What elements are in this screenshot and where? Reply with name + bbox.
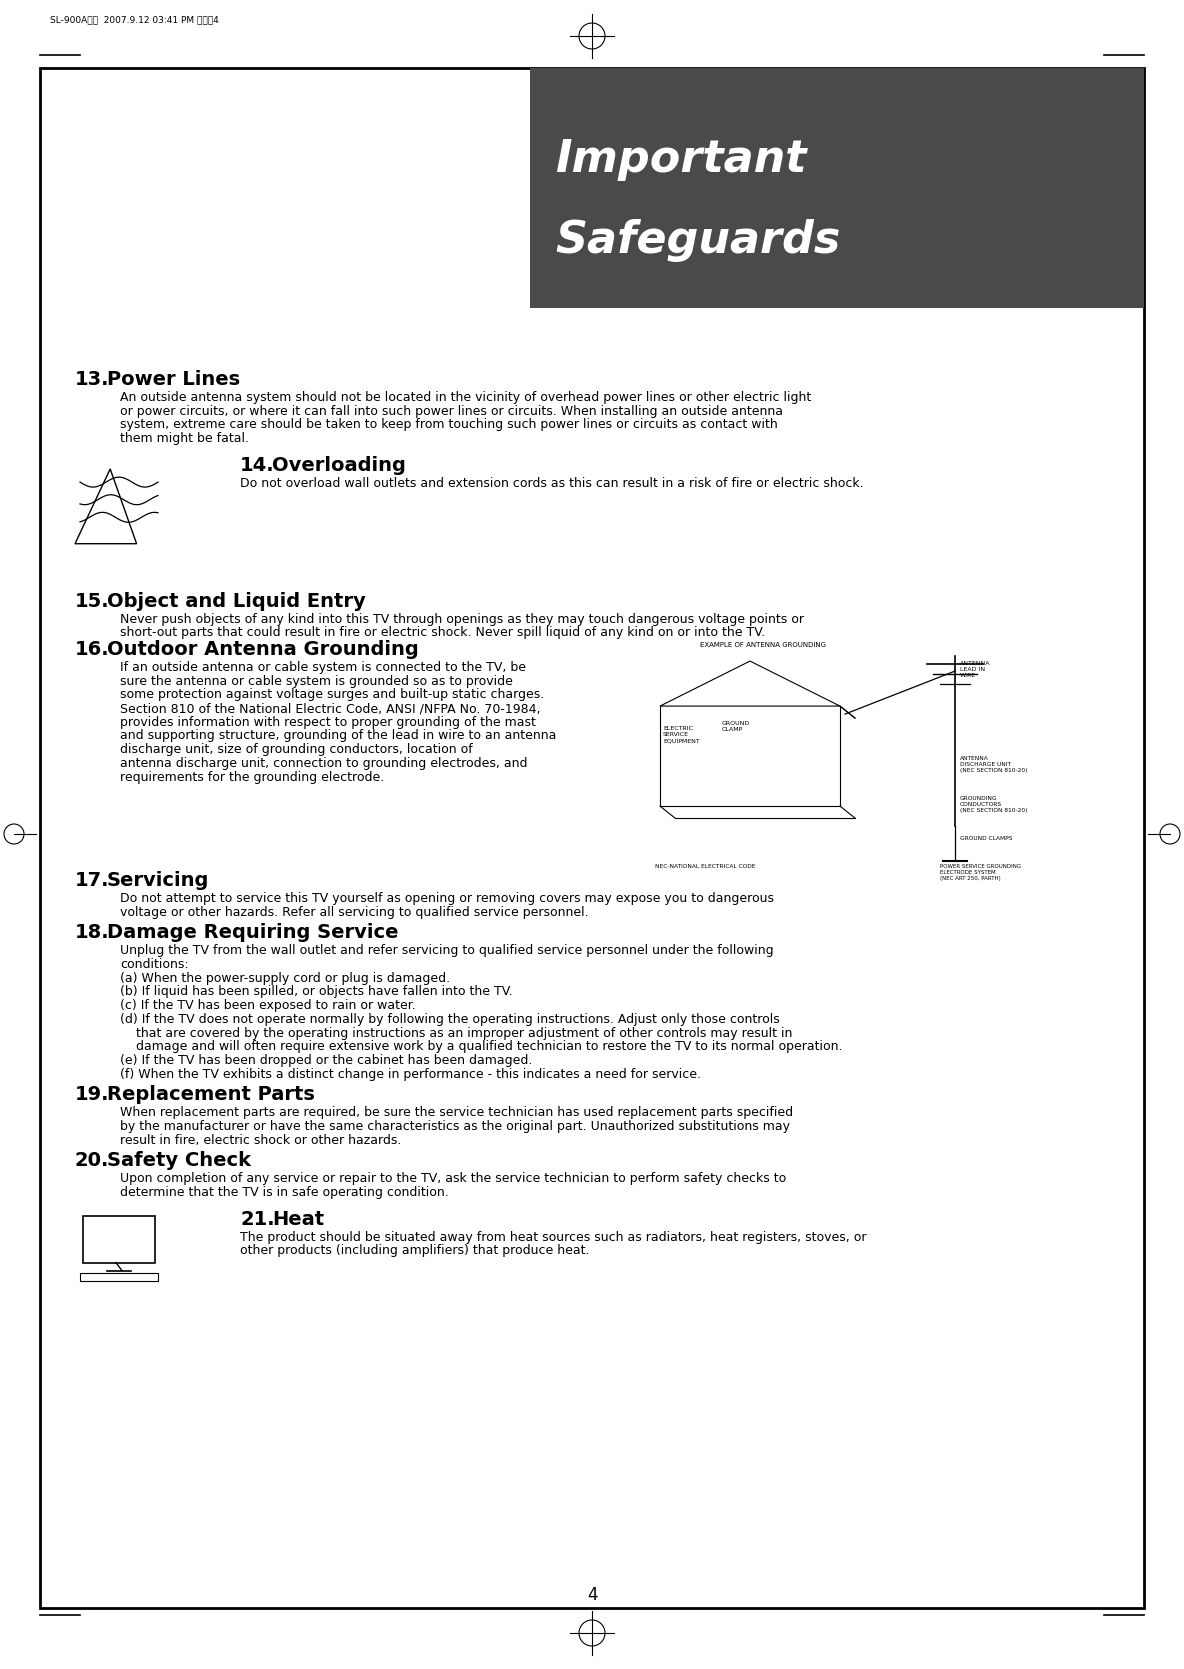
Text: Heat: Heat: [272, 1210, 324, 1228]
Text: them might be fatal.: them might be fatal.: [120, 432, 249, 446]
Text: 17.: 17.: [75, 871, 109, 890]
Text: ELECTRIC
SERVICE
EQUIPMENT: ELECTRIC SERVICE EQUIPMENT: [663, 726, 700, 743]
Text: ANTENNA
LEAD IN
WIRE: ANTENNA LEAD IN WIRE: [960, 661, 991, 679]
Text: EXAMPLE OF ANTENNA GROUNDING: EXAMPLE OF ANTENNA GROUNDING: [700, 643, 826, 648]
Text: voltage or other hazards. Refer all servicing to qualified service personnel.: voltage or other hazards. Refer all serv…: [120, 906, 588, 918]
Text: If an outside antenna or cable system is connected to the TV, be: If an outside antenna or cable system is…: [120, 661, 526, 674]
Bar: [81, 1273, 157, 1280]
Text: short-out parts that could result in fire or electric shock. Never spill liquid : short-out parts that could result in fir…: [120, 626, 765, 639]
Text: antenna discharge unit, connection to grounding electrodes, and: antenna discharge unit, connection to gr…: [120, 756, 528, 769]
Text: 20.: 20.: [75, 1152, 109, 1170]
Text: ANTENNA
DISCHARGE UNIT
(NEC SECTION 810-20): ANTENNA DISCHARGE UNIT (NEC SECTION 810-…: [960, 756, 1028, 773]
Text: Safeguards: Safeguards: [555, 219, 841, 262]
Text: system, extreme care should be taken to keep from touching such power lines or c: system, extreme care should be taken to …: [120, 419, 778, 431]
Text: NEC-NATIONAL ELECTRICAL CODE: NEC-NATIONAL ELECTRICAL CODE: [655, 865, 755, 870]
Text: GROUNDING
CONDUCTORS
(NEC SECTION 810-20): GROUNDING CONDUCTORS (NEC SECTION 810-20…: [960, 796, 1028, 813]
Text: result in fire, electric shock or other hazards.: result in fire, electric shock or other …: [120, 1133, 401, 1147]
Text: Outdoor Antenna Grounding: Outdoor Antenna Grounding: [107, 641, 419, 659]
Text: provides information with respect to proper grounding of the mast: provides information with respect to pro…: [120, 716, 536, 729]
Text: Do not attempt to service this TV yourself as opening or removing covers may exp: Do not attempt to service this TV yourse…: [120, 891, 774, 905]
Text: 13.: 13.: [75, 371, 109, 389]
Text: sure the antenna or cable system is grounded so as to provide: sure the antenna or cable system is grou…: [120, 674, 513, 688]
Text: Important: Important: [555, 139, 806, 180]
Text: Overloading: Overloading: [272, 456, 406, 474]
Text: Never push objects of any kind into this TV through openings as they may touch d: Never push objects of any kind into this…: [120, 613, 804, 626]
Text: 16.: 16.: [75, 641, 110, 659]
Text: 4: 4: [587, 1586, 597, 1604]
Bar: [530, 68, 1144, 309]
Text: An outside antenna system should not be located in the vicinity of overhead powe: An outside antenna system should not be …: [120, 391, 811, 404]
Text: (e) If the TV has been dropped or the cabinet has been damaged.: (e) If the TV has been dropped or the ca…: [120, 1053, 533, 1066]
Text: damage and will often require extensive work by a qualified technician to restor: damage and will often require extensive …: [120, 1040, 843, 1053]
Text: or power circuits, or where it can fall into such power lines or circuits. When : or power circuits, or where it can fall …: [120, 404, 783, 417]
Text: GROUND CLAMPS: GROUND CLAMPS: [960, 836, 1012, 841]
Text: Safety Check: Safety Check: [107, 1152, 251, 1170]
Text: by the manufacturer or have the same characteristics as the original part. Unaut: by the manufacturer or have the same cha…: [120, 1120, 790, 1133]
Text: POWER SERVICE GROUNDING
ELECTRODE SYSTEM
(NEC ART 250, PARTH): POWER SERVICE GROUNDING ELECTRODE SYSTEM…: [940, 865, 1021, 881]
Text: some protection against voltage surges and built-up static charges.: some protection against voltage surges a…: [120, 688, 545, 701]
Text: Do not overload wall outlets and extension cords as this can result in a risk of: Do not overload wall outlets and extensi…: [240, 477, 863, 489]
Text: Upon completion of any service or repair to the TV, ask the service technician t: Upon completion of any service or repair…: [120, 1172, 786, 1185]
Bar: [83, 1215, 155, 1263]
Text: (d) If the TV does not operate normally by following the operating instructions.: (d) If the TV does not operate normally …: [120, 1013, 780, 1026]
Text: When replacement parts are required, be sure the service technician has used rep: When replacement parts are required, be …: [120, 1107, 793, 1120]
Text: and supporting structure, grounding of the lead in wire to an antenna: and supporting structure, grounding of t…: [120, 729, 556, 743]
Text: requirements for the grounding electrode.: requirements for the grounding electrode…: [120, 771, 385, 783]
Text: 18.: 18.: [75, 923, 110, 943]
Text: Servicing: Servicing: [107, 871, 210, 890]
Text: 14.: 14.: [240, 456, 275, 474]
Text: (b) If liquid has been spilled, or objects have fallen into the TV.: (b) If liquid has been spilled, or objec…: [120, 985, 513, 998]
Text: conditions:: conditions:: [120, 958, 188, 971]
Text: Replacement Parts: Replacement Parts: [107, 1085, 315, 1105]
Text: Object and Liquid Entry: Object and Liquid Entry: [107, 592, 366, 611]
Text: SL-900A영어  2007.9.12 03:41 PM 페이지4: SL-900A영어 2007.9.12 03:41 PM 페이지4: [50, 15, 219, 23]
Text: Unplug the TV from the wall outlet and refer servicing to qualified service pers: Unplug the TV from the wall outlet and r…: [120, 945, 773, 958]
Text: that are covered by the operating instructions as an improper adjustment of othe: that are covered by the operating instru…: [120, 1026, 792, 1040]
Text: The product should be situated away from heat sources such as radiators, heat re: The product should be situated away from…: [240, 1230, 867, 1243]
Text: Damage Requiring Service: Damage Requiring Service: [107, 923, 399, 943]
Text: discharge unit, size of grounding conductors, location of: discharge unit, size of grounding conduc…: [120, 743, 472, 756]
Text: 19.: 19.: [75, 1085, 109, 1105]
Text: Power Lines: Power Lines: [107, 371, 240, 389]
Text: Section 810 of the National Electric Code, ANSI /NFPA No. 70-1984,: Section 810 of the National Electric Cod…: [120, 703, 541, 714]
Text: (c) If the TV has been exposed to rain or water.: (c) If the TV has been exposed to rain o…: [120, 1000, 416, 1011]
Text: determine that the TV is in safe operating condition.: determine that the TV is in safe operati…: [120, 1187, 449, 1198]
Text: GROUND
CLAMP: GROUND CLAMP: [722, 721, 751, 733]
Text: 21.: 21.: [240, 1210, 275, 1228]
Text: 15.: 15.: [75, 592, 110, 611]
Text: (a) When the power-supply cord or plug is damaged.: (a) When the power-supply cord or plug i…: [120, 971, 450, 985]
Text: other products (including amplifiers) that produce heat.: other products (including amplifiers) th…: [240, 1245, 590, 1257]
Text: (f) When the TV exhibits a distinct change in performance - this indicates a nee: (f) When the TV exhibits a distinct chan…: [120, 1068, 701, 1080]
